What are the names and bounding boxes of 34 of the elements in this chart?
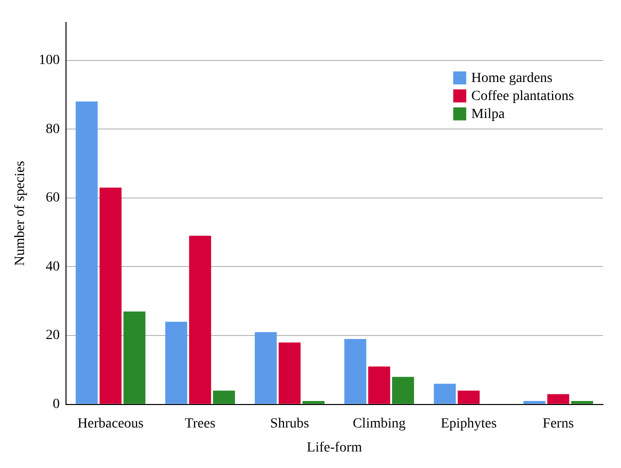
bar <box>165 322 188 404</box>
x-tick-label: Epiphytes <box>440 416 497 432</box>
bar <box>302 400 324 404</box>
bar <box>571 400 594 404</box>
y-tick-label: 0 <box>52 397 60 412</box>
bar <box>254 332 277 404</box>
bar <box>547 394 570 404</box>
bar <box>344 339 366 404</box>
bar <box>523 400 546 404</box>
y-tick-label: 20 <box>46 328 60 344</box>
x-tick-label: Climbing <box>352 416 406 432</box>
bar <box>100 188 122 404</box>
bar <box>76 102 98 404</box>
y-tick-label: 80 <box>46 122 60 137</box>
bar <box>212 390 235 404</box>
bar <box>434 384 456 404</box>
bar <box>392 376 414 404</box>
y-tick-label: 100 <box>38 52 60 68</box>
y-axis-title: Number of species <box>13 160 28 266</box>
x-tick-label: Herbaceous <box>78 416 144 432</box>
bar <box>189 236 212 404</box>
bar <box>368 366 390 404</box>
legend-label: Home gardens <box>471 71 552 86</box>
legend-label: Coffee plantations <box>471 89 574 104</box>
x-tick-label: Ferns <box>542 416 574 432</box>
bar <box>278 342 301 404</box>
y-tick-label: 40 <box>46 259 60 274</box>
x-tick-label: Trees <box>184 416 216 432</box>
legend-label: Milpa <box>471 107 506 122</box>
y-tick-label: 60 <box>46 190 60 206</box>
bar <box>123 311 146 404</box>
x-tick-label: Shrubs <box>270 416 310 432</box>
bar <box>458 390 480 404</box>
x-axis-title: Life-form <box>306 440 362 456</box>
